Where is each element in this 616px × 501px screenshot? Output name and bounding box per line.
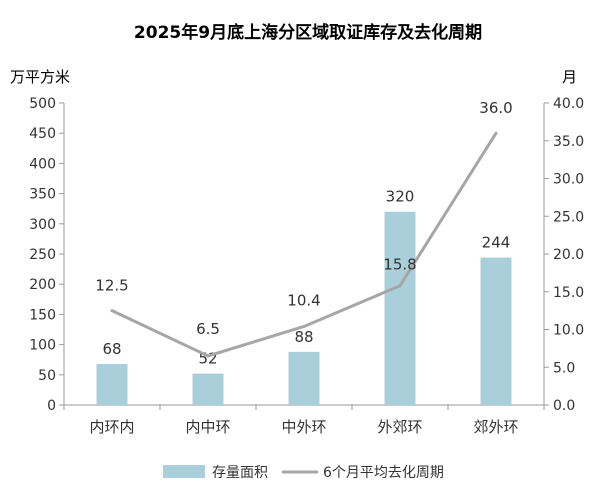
left-tick-label: 500 bbox=[29, 96, 56, 112]
bar bbox=[96, 363, 128, 405]
right-tick-label: 5.0 bbox=[553, 360, 575, 376]
right-tick-label: 25.0 bbox=[553, 209, 584, 225]
left-tick-label: 50 bbox=[38, 368, 56, 384]
chart-title: 2025年9月底上海分区域取证库存及去化周期 bbox=[134, 22, 482, 43]
left-tick-label: 450 bbox=[29, 126, 56, 142]
line-point bbox=[206, 354, 210, 358]
legend-bar-label: 存量面积 bbox=[212, 465, 268, 481]
right-tick-label: 40.0 bbox=[553, 96, 584, 112]
bar bbox=[384, 211, 416, 405]
line-value-label: 10.4 bbox=[287, 291, 320, 309]
line-value-label: 6.5 bbox=[196, 320, 220, 338]
line-series bbox=[111, 132, 498, 358]
right-tick-label: 20.0 bbox=[553, 247, 584, 263]
line-point bbox=[494, 131, 498, 135]
left-tick-label: 100 bbox=[29, 338, 56, 354]
right-tick-label: 15.0 bbox=[553, 285, 584, 301]
left-axis-unit: 万平方米 bbox=[10, 68, 70, 86]
x-category-label: 内环内 bbox=[89, 418, 134, 436]
right-tick-label: 10.0 bbox=[553, 323, 584, 339]
left-tick-label: 400 bbox=[29, 156, 56, 172]
right-tick-label: 30.0 bbox=[553, 172, 584, 188]
bar bbox=[288, 351, 320, 405]
bar bbox=[480, 257, 512, 405]
left-tick-label: 300 bbox=[29, 217, 56, 233]
legend-bar-swatch bbox=[163, 465, 205, 478]
plot-area: 0 50 100 150 200 250 300 350 400 450 500 0.0 5.0 10.0… bbox=[29, 96, 584, 436]
bar-value-label: 88 bbox=[294, 328, 313, 346]
x-category-label: 内中环 bbox=[185, 418, 230, 436]
right-tick-label: 0.0 bbox=[553, 398, 575, 414]
bar-value-label: 320 bbox=[386, 188, 415, 206]
bar bbox=[192, 373, 224, 405]
right-axis-unit: 月 bbox=[562, 68, 577, 86]
line-value-label: 36.0 bbox=[479, 99, 512, 117]
x-category-label: 郊外环 bbox=[473, 418, 518, 436]
bar-value-label: 244 bbox=[482, 234, 511, 252]
left-tick-label: 150 bbox=[29, 307, 56, 323]
line-point bbox=[398, 284, 402, 288]
line-value-label: 12.5 bbox=[95, 277, 128, 295]
right-tick-label: 35.0 bbox=[553, 134, 584, 150]
left-tick-label: 250 bbox=[29, 247, 56, 263]
line-point bbox=[110, 309, 114, 313]
legend-line-label: 6个月平均去化周期 bbox=[323, 465, 444, 481]
line-value-label: 15.8 bbox=[383, 256, 416, 274]
left-tick-label: 200 bbox=[29, 277, 56, 293]
line-point bbox=[302, 324, 306, 328]
legend: 存量面积 6个月平均去化周期 bbox=[163, 465, 444, 481]
x-category-label: 中外环 bbox=[281, 418, 326, 436]
left-tick-label: 0 bbox=[47, 398, 56, 414]
bar-value-label: 68 bbox=[102, 340, 121, 358]
left-tick-label: 350 bbox=[29, 187, 56, 203]
x-category-label: 外郊环 bbox=[377, 418, 422, 436]
